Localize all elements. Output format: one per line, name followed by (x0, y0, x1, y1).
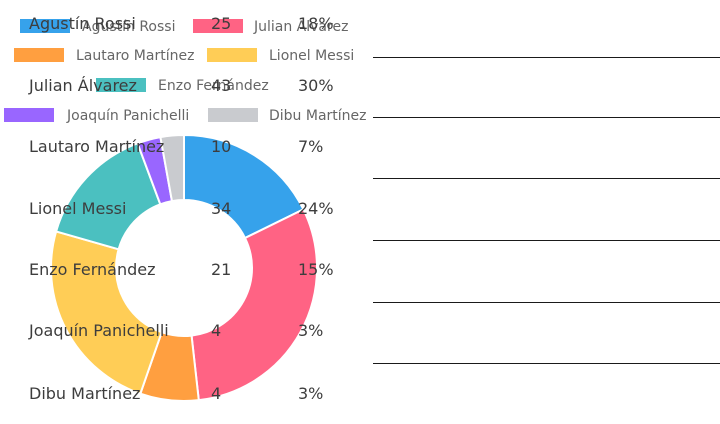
vote-count: 21 (211, 260, 232, 279)
legend-label[interactable]: Julian Alvarez (253, 19, 348, 35)
donut-slice-4[interactable] (50, 230, 163, 395)
vote-percent: 3% (298, 384, 324, 403)
candidate-name: Dibu Martínez (29, 384, 141, 403)
candidate-name: Agustín Rossi (29, 14, 136, 33)
vote-percent: 30% (298, 76, 334, 95)
legend-swatch[interactable] (208, 108, 258, 122)
candidate-name: Julian Álvarez (29, 76, 137, 95)
legend-label[interactable]: Lautaro Martínez (76, 48, 194, 64)
table-row: Lautaro Martínez 10 7% (0, 137, 347, 157)
donut-chart: Agustín Rossi Julian Alvarez Lautaro Martí… (4, 19, 367, 402)
vote-percent: 18% (298, 14, 334, 33)
legend-swatch[interactable] (4, 108, 54, 122)
table-row: Dibu Martínez 4 3% (0, 384, 347, 404)
candidate-name: Enzo Fernández (29, 260, 156, 279)
donut-slices (50, 133, 318, 402)
vote-count: 43 (211, 76, 232, 95)
legend-label[interactable]: Dibu Martínez (269, 108, 367, 124)
donut-slice-7[interactable] (159, 133, 185, 203)
vote-count: 34 (211, 199, 232, 218)
vote-count: 10 (211, 137, 232, 156)
legend-swatch[interactable] (20, 19, 70, 33)
row-divider (373, 363, 720, 364)
legend-swatch[interactable] (207, 48, 257, 62)
row-divider (373, 302, 720, 303)
legend-label[interactable]: Lionel Messi (269, 48, 354, 64)
chart-legend: Agustín Rossi Julian Alvarez Lautaro Martí… (4, 19, 367, 124)
legend-label[interactable]: Joaquín Panichelli (66, 108, 189, 124)
vote-count: 4 (211, 321, 222, 340)
vote-percent: 7% (298, 137, 324, 156)
vote-percent: 24% (298, 199, 334, 218)
legend-swatch[interactable] (14, 48, 64, 62)
vote-count: 4 (211, 384, 222, 403)
row-divider (373, 178, 720, 179)
table-row: Enzo Fernández 21 15% (0, 260, 347, 280)
table-row: Agustín Rossi 25 18% (0, 14, 347, 34)
legend-swatch[interactable] (193, 19, 243, 33)
legend-label[interactable]: Enzo Fernández (158, 78, 269, 94)
table-row: Joaquín Panichelli 4 3% (0, 321, 347, 341)
vote-percent: 15% (298, 260, 334, 279)
table-row: Julian Álvarez 43 30% (0, 76, 347, 96)
donut-slice-2[interactable] (190, 208, 318, 402)
legend-swatch[interactable] (96, 78, 146, 92)
row-divider (373, 117, 720, 118)
row-divider (373, 57, 720, 58)
vote-count: 25 (211, 14, 232, 33)
candidate-name: Lautaro Martínez (29, 137, 165, 156)
vote-percent: 3% (298, 321, 324, 340)
legend-label[interactable]: Agustín Rossi (82, 19, 175, 35)
row-divider (373, 240, 720, 241)
candidate-name: Lionel Messi (29, 199, 127, 218)
candidate-name: Joaquín Panichelli (29, 321, 169, 340)
table-row: Lionel Messi 34 24% (0, 199, 347, 219)
